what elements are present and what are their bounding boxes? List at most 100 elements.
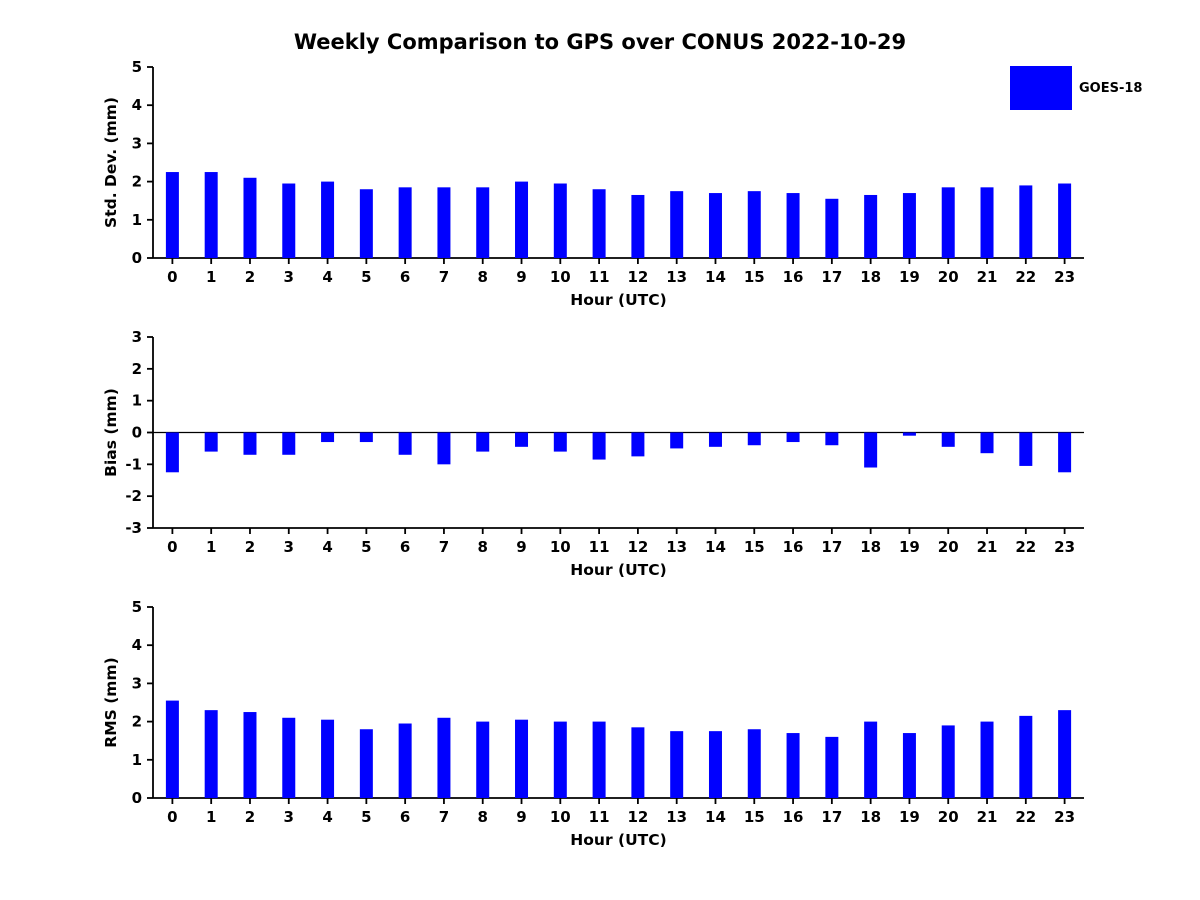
y-tick-label: 0 [132, 789, 142, 807]
x-tick-label: 18 [860, 538, 881, 556]
bar-hour-10 [553, 183, 567, 258]
legend: GOES-18 [1010, 66, 1142, 110]
bar-hour-2 [243, 432, 257, 455]
x-tick-label: 3 [284, 808, 294, 826]
bar-hour-2 [243, 177, 257, 258]
x-tick-label: 5 [361, 268, 371, 286]
bar-hour-18 [864, 721, 878, 798]
x-tick-label: 21 [977, 808, 998, 826]
x-tick-label: 12 [627, 538, 648, 556]
bar-hour-11 [592, 721, 606, 798]
y-axis-label: Std. Dev. (mm) [102, 97, 120, 228]
x-tick-label: 13 [666, 268, 687, 286]
y-tick-label: 0 [132, 424, 142, 442]
bar-hour-17 [825, 736, 839, 798]
y-tick-label: 2 [132, 173, 142, 191]
y-tick-label: -2 [125, 487, 142, 505]
x-tick-label: 20 [938, 538, 959, 556]
x-tick-label: 16 [783, 268, 804, 286]
bar-hour-11 [592, 189, 606, 258]
bar-hour-11 [592, 432, 606, 460]
x-axis-label: Hour (UTC) [570, 291, 666, 309]
bar-hour-17 [825, 198, 839, 258]
x-tick-label: 15 [744, 268, 765, 286]
bar-hour-8 [476, 187, 490, 258]
y-tick-label: -3 [125, 519, 142, 537]
bar-hour-1 [204, 432, 218, 452]
x-tick-label: 1 [206, 268, 216, 286]
bar-hour-7 [437, 432, 451, 465]
x-tick-label: 15 [744, 808, 765, 826]
x-tick-label: 4 [322, 808, 332, 826]
chart-title: Weekly Comparison to GPS over CONUS 2022… [293, 30, 907, 54]
legend-label: GOES-18 [1079, 80, 1143, 96]
bar-hour-18 [864, 432, 878, 468]
x-tick-label: 3 [284, 538, 294, 556]
bar-hour-3 [282, 717, 296, 798]
bar-hour-1 [204, 710, 218, 798]
bar-hour-20 [941, 432, 955, 447]
bar-hour-7 [437, 187, 451, 258]
bar-hour-2 [243, 712, 257, 798]
x-axis-label: Hour (UTC) [570, 831, 666, 849]
bar-hour-13 [670, 432, 684, 449]
bar-hour-15 [747, 729, 761, 798]
y-tick-label: 1 [132, 211, 142, 229]
x-tick-label: 22 [1015, 808, 1036, 826]
x-tick-label: 13 [666, 808, 687, 826]
y-tick-label: 4 [132, 96, 142, 114]
bar-hour-8 [476, 721, 490, 798]
bar-hour-4 [321, 719, 335, 798]
bar-hour-12 [631, 432, 645, 457]
y-tick-label: 5 [132, 598, 142, 616]
bar-hour-0 [165, 700, 179, 798]
x-tick-label: 6 [400, 808, 410, 826]
x-tick-label: 12 [627, 268, 648, 286]
x-tick-label: 17 [821, 268, 842, 286]
bar-hour-6 [398, 187, 412, 258]
bar-hour-3 [282, 432, 296, 455]
bar-hour-0 [165, 172, 179, 258]
bar-hour-16 [786, 193, 800, 258]
x-axis-label: Hour (UTC) [570, 561, 666, 579]
bar-hour-9 [515, 719, 529, 798]
x-tick-label: 20 [938, 808, 959, 826]
x-tick-label: 0 [167, 538, 177, 556]
legend-swatch [1010, 66, 1072, 110]
bar-hour-14 [708, 432, 722, 447]
x-tick-label: 5 [361, 808, 371, 826]
x-tick-label: 19 [899, 808, 920, 826]
bar-hour-21 [980, 187, 994, 258]
x-tick-label: 16 [783, 538, 804, 556]
x-tick-label: 10 [550, 808, 571, 826]
bar-hour-22 [1019, 432, 1033, 466]
x-tick-label: 18 [860, 808, 881, 826]
y-axis-label: RMS (mm) [102, 657, 120, 747]
y-tick-label: 1 [132, 392, 142, 410]
y-tick-label: -1 [125, 455, 142, 473]
x-tick-label: 21 [977, 538, 998, 556]
rms-subplot: 0 1 2 3 4 5 0 1 2 3 4 5 6 7 8 9 10 11 12 13 14 15 16 17 18 19 20 21… [0, 597, 1200, 867]
x-tick-label: 8 [478, 268, 488, 286]
bar-hour-23 [1058, 710, 1072, 798]
x-tick-label: 23 [1054, 538, 1075, 556]
x-tick-label: 5 [361, 538, 371, 556]
bar-hour-21 [980, 432, 994, 454]
x-tick-label: 21 [977, 268, 998, 286]
x-tick-label: 14 [705, 808, 726, 826]
x-tick-label: 23 [1054, 808, 1075, 826]
bar-hour-6 [398, 432, 412, 455]
x-tick-label: 19 [899, 538, 920, 556]
bar-hour-6 [398, 723, 412, 798]
x-tick-label: 2 [245, 538, 255, 556]
bar-hour-21 [980, 721, 994, 798]
bar-hour-8 [476, 432, 490, 452]
x-tick-label: 2 [245, 808, 255, 826]
bar-hour-5 [359, 432, 373, 443]
x-tick-label: 22 [1015, 268, 1036, 286]
x-tick-label: 9 [516, 268, 526, 286]
bar-hour-20 [941, 187, 955, 258]
